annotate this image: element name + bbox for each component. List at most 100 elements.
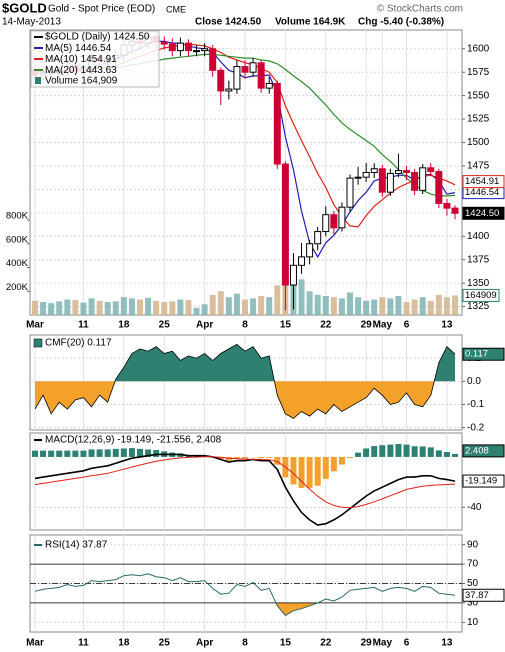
y-tick-label: -0.1 <box>467 399 485 410</box>
x-tick-label: May <box>373 638 393 649</box>
candle-body <box>330 214 338 229</box>
volume-bar <box>137 299 143 315</box>
volume-bar <box>217 291 224 315</box>
histogram-bar <box>338 456 345 465</box>
y-tick-label: 50 <box>467 578 479 589</box>
histogram-bar <box>266 456 273 458</box>
cmf-area-positive <box>35 344 455 382</box>
macd-title: MACD(12,26,9) -19.149, -21.556, 2.408 <box>45 435 222 446</box>
histogram-bar <box>363 448 370 457</box>
volume-tick-label: 600K <box>6 234 29 245</box>
volume-bar <box>387 298 394 315</box>
x-tick-label: 8 <box>242 638 248 649</box>
candle-body <box>233 66 241 90</box>
candle-body <box>451 207 459 214</box>
histogram-bar <box>452 453 458 457</box>
volume-bar <box>209 294 216 315</box>
volume-bar <box>80 302 87 315</box>
candle-body <box>314 231 322 245</box>
histogram-bar <box>153 450 160 457</box>
value-label: 2.408 <box>465 445 489 456</box>
histogram-bar <box>403 444 410 457</box>
volume-bar <box>48 303 55 315</box>
y-tick-label: 1575 <box>467 67 490 78</box>
candle-body <box>249 62 257 73</box>
histogram-bar <box>112 448 119 457</box>
volume-bar <box>411 299 418 315</box>
volume-bar <box>233 293 240 315</box>
x-tick-label: May <box>373 320 393 331</box>
candle-body <box>306 243 314 258</box>
histogram-bar <box>88 449 95 457</box>
volume-bar <box>379 297 386 315</box>
legend-value: 1443.63 <box>81 65 118 76</box>
histogram-bar <box>298 456 305 488</box>
x-tick-label: 25 <box>159 320 171 331</box>
histogram-bar <box>379 445 386 457</box>
volume-bar <box>64 299 71 315</box>
legend-entry: MA(20) 1443.63 <box>45 65 117 76</box>
legend-title: $GOLD (Daily) 1424.50 <box>45 32 150 43</box>
histogram-bar <box>145 449 152 457</box>
candle-body <box>298 256 306 266</box>
volume-bar <box>104 301 111 315</box>
x-tick-label: 29 <box>361 320 373 331</box>
volume-tick-label: 800K <box>6 211 29 222</box>
candle-body <box>362 172 370 178</box>
cmf-title: CMF(20) 0.117 <box>45 338 112 349</box>
x-tick-label: 22 <box>320 320 332 331</box>
histogram-bar <box>233 456 240 459</box>
value-label: 164909 <box>465 290 497 301</box>
candle-body <box>225 88 233 92</box>
volume-bar <box>403 301 410 315</box>
value-label: 1446.54 <box>465 187 499 198</box>
candle-body <box>378 168 386 193</box>
x-tick-label: Apr <box>196 638 213 649</box>
volume-bar <box>40 301 47 315</box>
volume-bar <box>314 294 321 315</box>
rsi-line <box>34 573 456 617</box>
y-tick-label: 1600 <box>467 43 490 54</box>
candle-body <box>322 214 330 233</box>
x-tick-label: 25 <box>159 638 171 649</box>
histogram-bar <box>274 456 281 465</box>
y-tick-label: 1550 <box>467 90 490 101</box>
volume-bar <box>371 299 378 315</box>
value-label: 0.117 <box>465 349 488 360</box>
legend-name: MA(5) <box>45 43 72 54</box>
histogram-bar <box>314 456 321 486</box>
histogram-bar <box>387 444 394 457</box>
candle-body <box>370 168 378 173</box>
x-tick-label: 8 <box>242 320 248 331</box>
y-tick-label: 90 <box>467 539 479 550</box>
volume-bar <box>225 297 232 315</box>
volume-bar <box>347 292 353 315</box>
candle-body <box>403 170 411 173</box>
source: © StockCharts.com <box>377 4 463 15</box>
macd-line <box>34 456 456 509</box>
histogram-bar <box>306 456 313 488</box>
volume-bar <box>72 300 79 315</box>
candle-body <box>168 43 176 52</box>
x-tick-label: 6 <box>404 638 410 649</box>
x-tick-label: 11 <box>78 320 89 331</box>
volume-bar <box>258 296 265 315</box>
histogram-bar <box>290 456 297 485</box>
histogram-bar <box>48 450 55 457</box>
volume-text: Volume 164.9K <box>275 17 346 28</box>
histogram-bar <box>120 448 127 457</box>
histogram-bar <box>225 456 232 461</box>
histogram-bar <box>96 449 103 457</box>
candle-body <box>217 69 225 92</box>
candle-body <box>419 167 427 191</box>
volume-bar <box>435 294 442 315</box>
histogram-bar <box>217 456 224 460</box>
histogram-bar <box>128 448 135 457</box>
volume-bar <box>395 296 402 315</box>
x-tick-label: 18 <box>118 320 130 331</box>
histogram-bar <box>322 456 329 479</box>
x-tick-label: 13 <box>441 638 453 649</box>
candle-body <box>257 62 265 89</box>
rsi-oversold-fill <box>275 602 318 616</box>
